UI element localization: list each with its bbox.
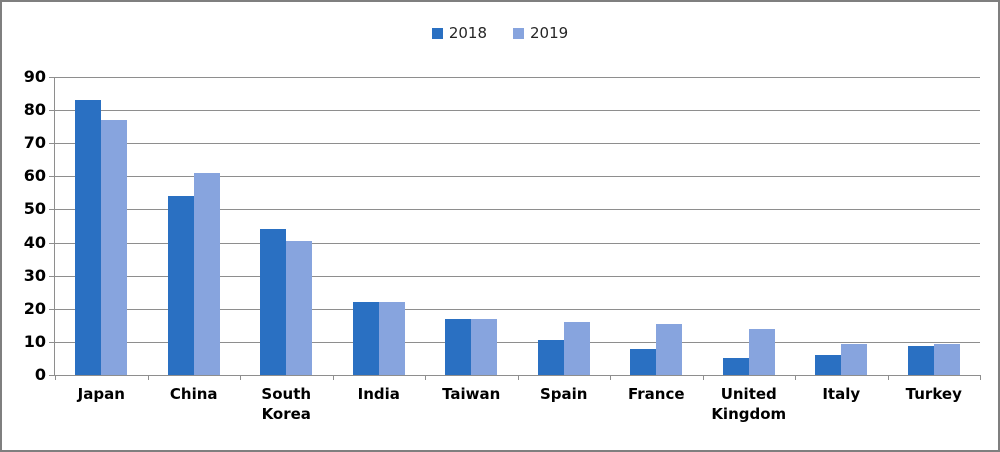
y-axis-label-10: 10 [23,331,46,351]
x-axis-tick-9 [887,375,889,380]
legend-swatch-2019-icon [513,27,524,39]
y-axis-tick-90 [49,77,55,78]
y-axis-tick-60 [49,176,55,178]
bar-india-2019[interactable] [378,302,405,375]
y-axis-label-90: 90 [23,67,46,86]
x-axis-tick-2 [240,375,241,380]
bar-south-korea-2018[interactable] [260,229,287,375]
gridline-50 [55,209,980,211]
bar-japan-2019[interactable] [101,120,128,375]
y-axis-tick-30 [49,275,55,277]
x-axis-tick-5 [517,375,519,380]
x-axis-label-india: India [357,385,400,403]
y-axis-label-50: 50 [23,199,46,219]
bar-united-kingdom-2019[interactable] [748,329,775,375]
chart-legend: 2018 2019 [2,24,998,42]
x-axis-label-japan: Japan [77,385,125,403]
x-axis-tick-8 [795,375,796,380]
bar-turkey-2018[interactable] [907,346,934,375]
bar-france-2019[interactable] [656,323,683,375]
y-axis-label-80: 80 [23,100,46,120]
plot-area: 0 10 20 30 40 50 60 70 80 90 Japan China South Korea… [24,67,981,423]
x-axis-label-china: China [169,385,218,403]
gridline-70 [55,143,980,145]
bar-japan-2018[interactable] [75,100,102,375]
y-axis-tick-0 [49,375,55,376]
bar-taiwan-2018[interactable] [445,318,472,375]
y-axis-tick-50 [49,209,55,211]
bar-spain-2018[interactable] [537,339,564,375]
gridline-40 [55,242,980,244]
bar-india-2018[interactable] [352,302,379,375]
y-axis-label-40: 40 [23,232,46,252]
x-axis-tick-4 [425,375,426,380]
y-axis-label-60: 60 [23,166,46,186]
gridline-10 [55,341,980,343]
bar-italy-2019[interactable] [841,343,868,375]
x-axis-tick-6 [610,375,611,380]
x-axis-label-spain: Spain [540,385,588,403]
legend-label-2019: 2019 [530,24,569,42]
gridline-20 [55,308,980,310]
x-axis-tick-1 [147,375,149,380]
x-axis-tick-3 [332,375,334,380]
bar-taiwan-2019[interactable] [471,318,498,375]
y-axis-tick-80 [49,110,55,112]
legend-item-2019[interactable]: 2019 [513,24,568,42]
x-axis-tick-7 [702,375,704,380]
bar-china-2018[interactable] [167,196,194,375]
y-axis-label-20: 20 [23,298,46,318]
gridline-80 [55,110,980,112]
bar-spain-2019[interactable] [563,322,590,375]
x-axis-label-taiwan: Taiwan [442,385,501,403]
gridline-90 [55,77,980,78]
legend-swatch-2018-icon [431,27,443,39]
gridline-30 [55,275,980,277]
x-axis-tick-0 [55,375,56,380]
legend-label-2018: 2018 [448,24,487,42]
y-axis-line [54,77,55,375]
x-axis-label-united-kingdom: United Kingdom [711,385,787,424]
bar-italy-2018[interactable] [815,355,842,375]
bar-france-2018[interactable] [630,348,657,375]
y-axis-label-30: 30 [23,265,46,285]
y-axis-tick-70 [49,143,55,145]
x-axis-tick-10 [980,375,981,380]
y-axis-tick-10 [49,341,55,343]
y-axis-label-70: 70 [23,133,46,153]
bar-south-korea-2019[interactable] [286,240,313,375]
bar-united-kingdom-2018[interactable] [722,358,749,375]
gridline-60 [55,176,980,178]
bar-china-2019[interactable] [193,173,220,375]
x-axis-label-italy: Italy [822,385,861,403]
x-axis-label-south-korea: South Korea [261,385,312,424]
x-axis-label-france: France [627,385,685,403]
y-axis-tick-40 [49,242,55,244]
y-axis-tick-20 [49,308,55,310]
x-axis-label-turkey: Turkey [905,385,962,403]
y-axis-label-0: 0 [34,365,46,384]
bar-turkey-2019[interactable] [933,343,960,375]
legend-item-2018[interactable]: 2018 [431,24,487,42]
